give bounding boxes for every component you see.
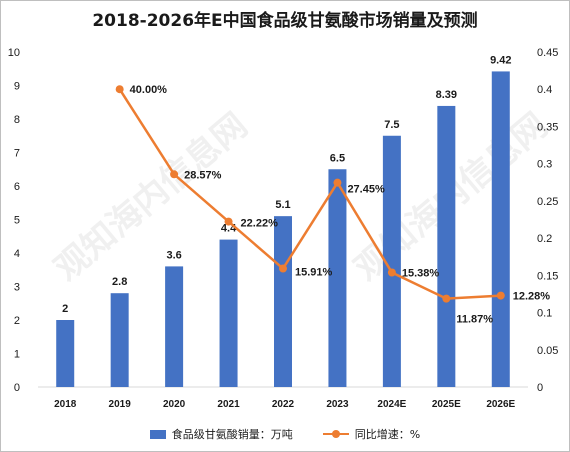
bar-data-label: 8.39 [436, 89, 457, 101]
growth-data-label: 27.45% [347, 184, 385, 196]
legend-label-growth: 同比增速：% [354, 428, 421, 441]
bar [219, 239, 238, 387]
y-left-tick-label: 6 [14, 181, 20, 193]
legend-item-growth: 同比增速：% [322, 426, 421, 442]
bar-data-label: 7.5 [384, 119, 399, 131]
bar-data-label: 2.8 [112, 276, 127, 288]
x-tick-label: 2021 [217, 399, 240, 410]
y-right-tick-label: 0.15 [537, 270, 558, 282]
growth-data-label: 40.00% [130, 84, 168, 96]
growth-data-label: 28.57% [184, 169, 222, 181]
growth-data-label: 15.38% [402, 268, 440, 280]
bar [110, 293, 129, 387]
x-tick-label: 2025E [432, 399, 461, 410]
growth-data-label: 15.91% [295, 267, 333, 279]
y-right-tick-label: 0.4 [537, 84, 552, 96]
growth-data-label: 22.22% [241, 218, 279, 230]
bar [274, 216, 292, 387]
y-right-tick-label: 0.45 [537, 47, 558, 59]
x-tick-label: 2024E [377, 399, 406, 410]
bar [491, 71, 510, 388]
x-tick-label: 2023 [326, 399, 349, 410]
y-left-tick-label: 1 [14, 349, 20, 361]
y-left-tick-label: 10 [8, 47, 20, 59]
y-left-tick-label: 7 [14, 148, 20, 160]
y-left-tick-label: 5 [14, 215, 20, 227]
growth-point [387, 268, 396, 277]
x-tick-label: 2019 [109, 399, 132, 410]
x-tick-label: 2026E [486, 399, 515, 410]
bar [437, 105, 456, 387]
y-right-tick-label: 0.2 [537, 233, 552, 245]
y-right-tick-label: 0 [537, 382, 543, 394]
x-tick-label: 2018 [54, 399, 77, 410]
bar-data-label: 2 [62, 303, 68, 315]
growth-point [279, 264, 287, 273]
chart-title: 2018-2026年E中国食品级甘氨酸市场销量及预测 [92, 11, 478, 31]
growth-data-label: 12.28% [513, 291, 551, 303]
y-left-tick-label: 8 [14, 114, 20, 126]
growth-point [333, 178, 342, 187]
growth-point [115, 85, 124, 94]
legend-item-sales: 食品级甘氨酸销量：万吨 [149, 426, 293, 442]
y-right-tick-label: 0.1 [537, 308, 552, 320]
growth-point [170, 170, 179, 179]
bar-data-label: 9.42 [490, 54, 511, 66]
bar [328, 169, 347, 387]
y-left-tick-label: 4 [14, 248, 20, 260]
x-tick-label: 2020 [163, 399, 186, 410]
bar-data-label: 3.6 [166, 249, 181, 261]
bar [56, 320, 75, 387]
bar-data-label: 6.5 [330, 152, 345, 164]
bar-data-label: 5.1 [275, 199, 290, 211]
growth-point [224, 217, 233, 226]
growth-line [118, 88, 501, 300]
bar [165, 266, 184, 387]
chart-legend: 食品级甘氨酸销量：万吨 同比增速：% [0, 426, 570, 442]
y-left-tick-label: 3 [14, 282, 20, 294]
y-left-tick-label: 0 [14, 382, 20, 394]
legend-label-sales: 食品级甘氨酸销量：万吨 [171, 428, 293, 441]
x-tick-label: 2022 [272, 399, 295, 410]
y-left-tick-label: 2 [14, 315, 20, 327]
y-right-tick-label: 0.3 [537, 159, 552, 171]
y-right-tick-label: 0.25 [537, 196, 558, 208]
legend-swatch-growth [322, 428, 349, 440]
y-left-tick-label: 9 [14, 81, 20, 93]
y-right-tick-label: 0.05 [537, 345, 558, 357]
y-right-tick-label: 0.35 [537, 121, 558, 133]
growth-point [442, 294, 451, 303]
growth-point [496, 291, 505, 300]
legend-swatch-sales [149, 429, 166, 439]
growth-data-label: 11.87% [456, 314, 493, 326]
bar [382, 135, 401, 387]
